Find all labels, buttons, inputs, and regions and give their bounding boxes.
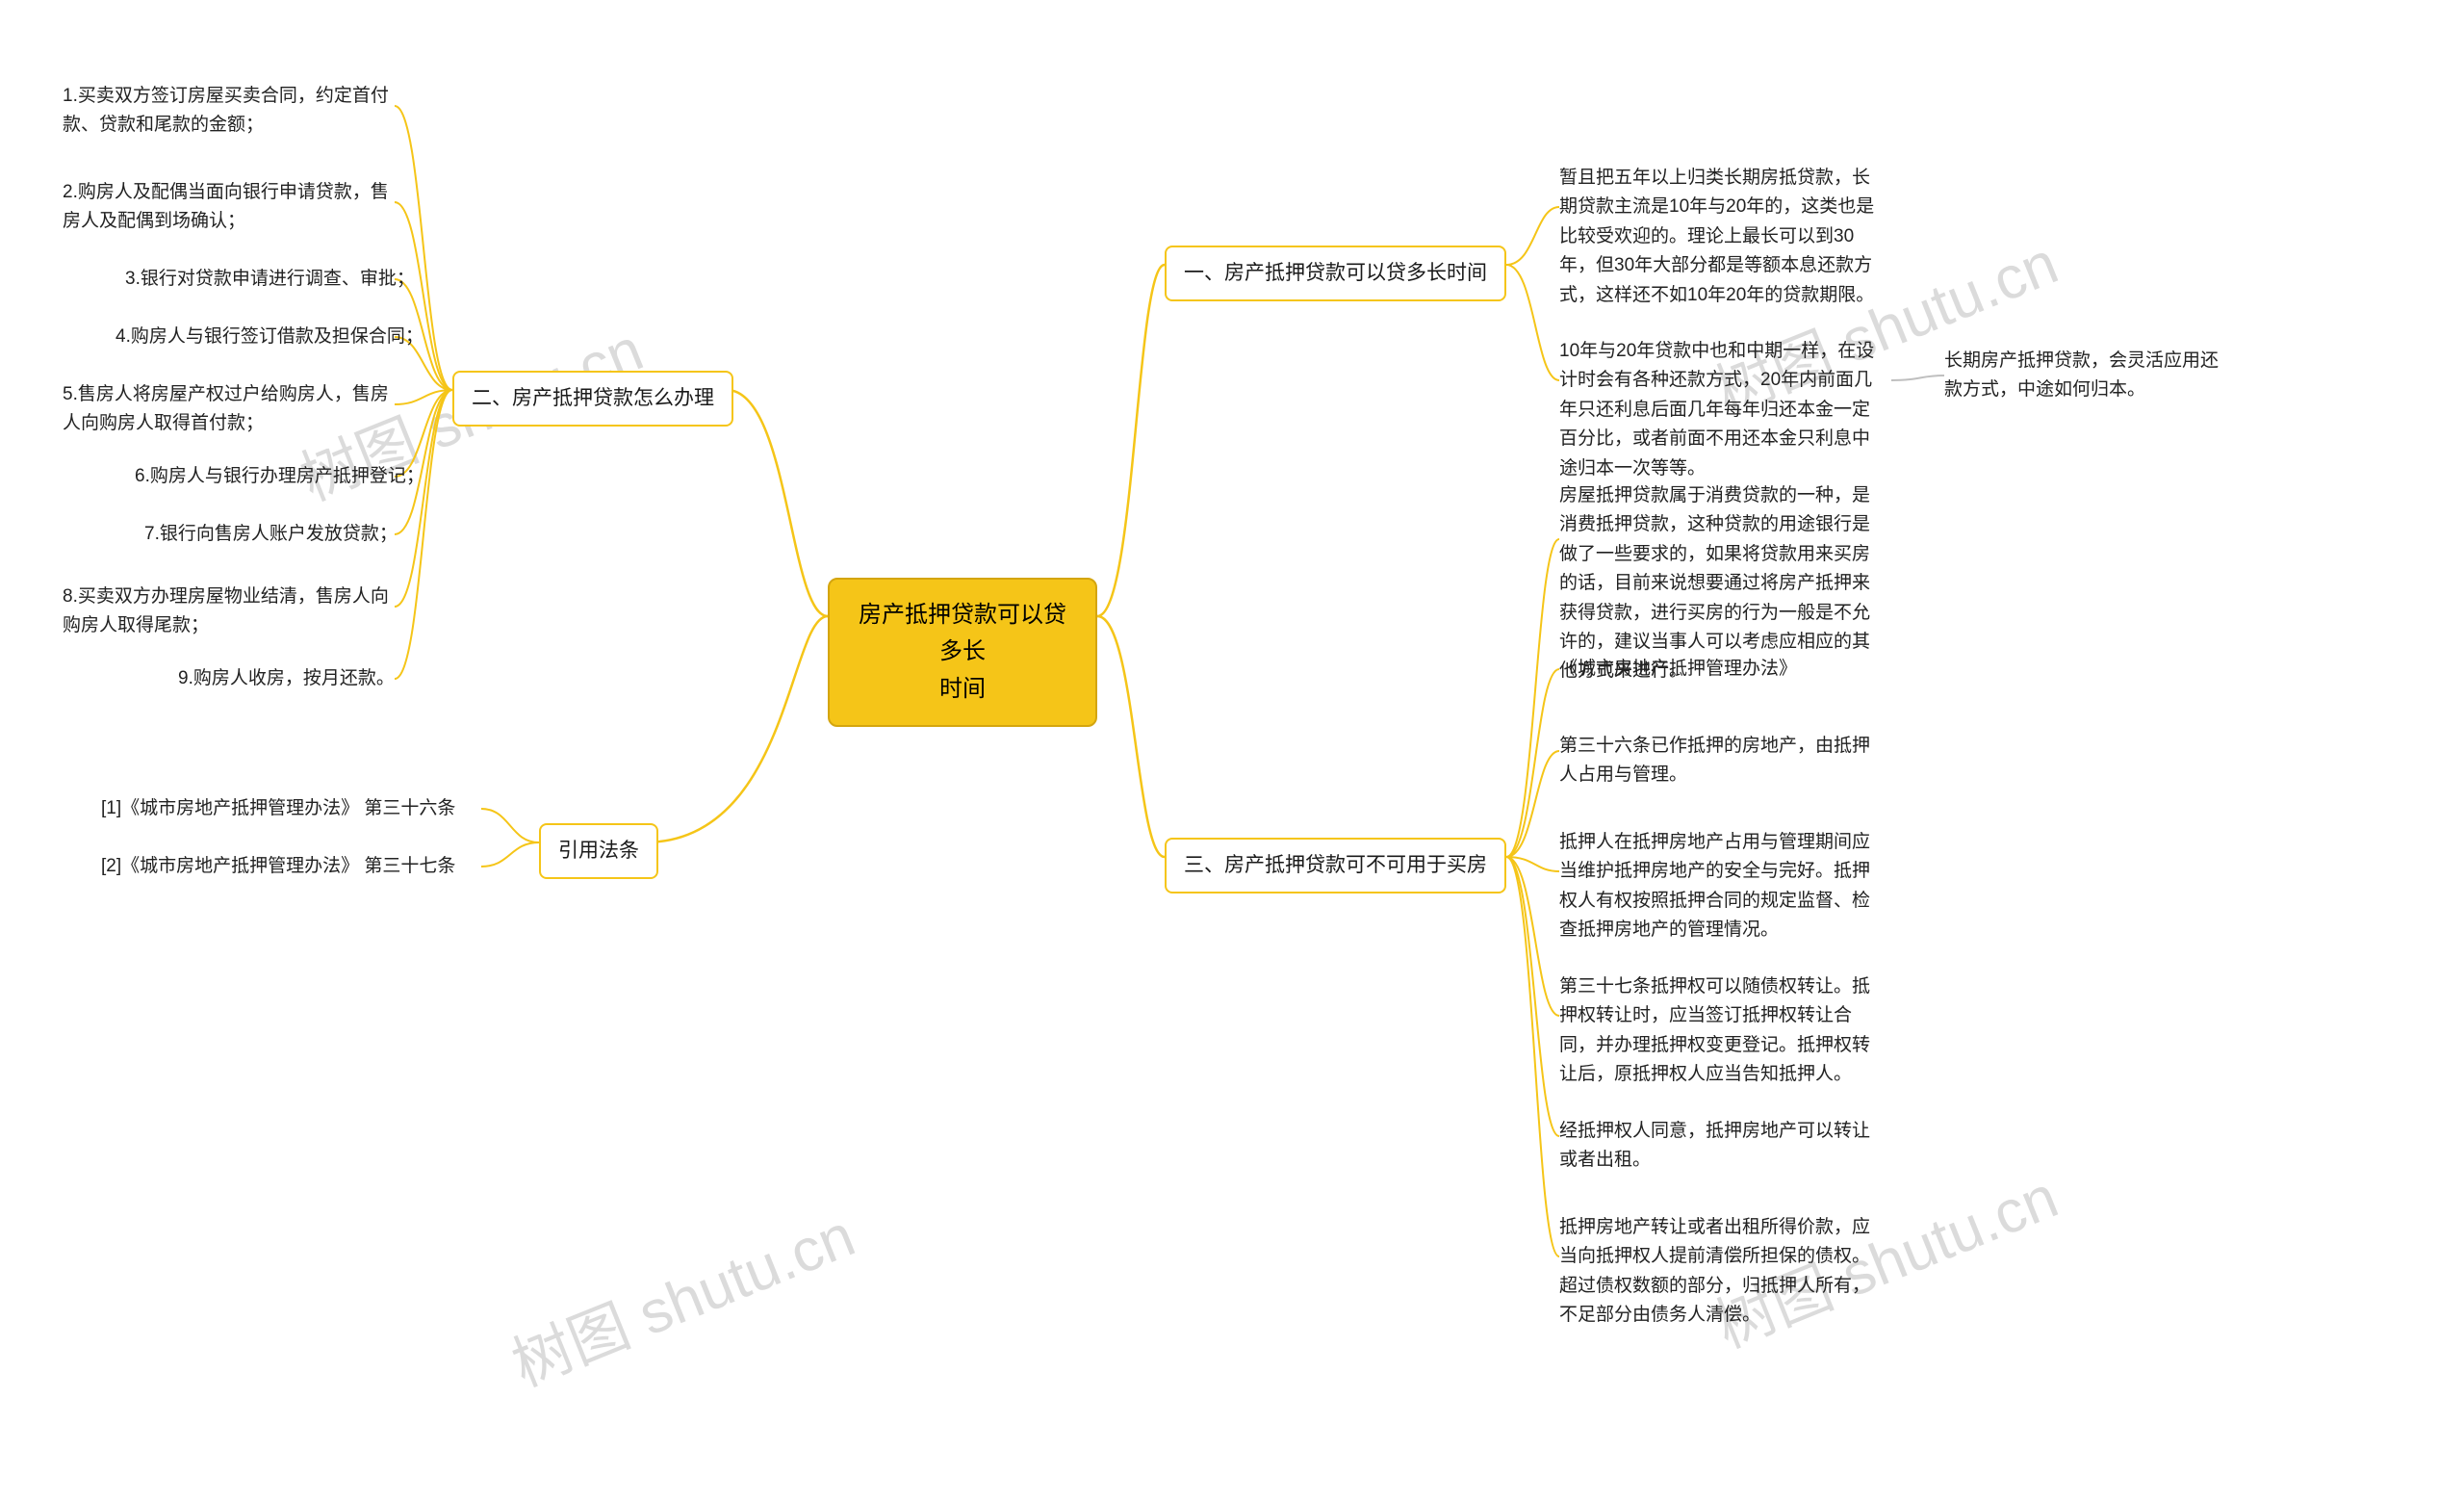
b2-child-8: 9.购房人收房，按月还款。 bbox=[178, 664, 395, 693]
b2-child-6: 7.银行向售房人账户发放贷款； bbox=[144, 520, 398, 549]
b2-child-1: 2.购房人及配偶当面向银行申请贷款，售房人及配偶到场确认； bbox=[63, 178, 390, 237]
b3-child-5: 经抵押权人同意，抵押房地产可以转让或者出租。 bbox=[1559, 1117, 1886, 1176]
b2-child-7: 8.买卖双方办理房屋物业结清，售房人向购房人取得尾款； bbox=[63, 583, 390, 641]
b3-child-4: 第三十七条抵押权可以随债权转让。抵押权转让时，应当签订抵押权转让合同，并办理抵押… bbox=[1559, 972, 1886, 1090]
branch-label: 三、房产抵押贷款可不可用于买房 bbox=[1184, 854, 1487, 876]
b4-child-1: [2]《城市房地产抵押管理办法》 第三十七条 bbox=[101, 852, 455, 881]
b3-child-2: 第三十六条已作抵押的房地产，由抵押人占用与管理。 bbox=[1559, 732, 1886, 790]
b2-child-2: 3.银行对贷款申请进行调查、审批； bbox=[125, 265, 415, 294]
b1-grandchild: 长期房产抵押贷款，会灵活应用还款方式，中途如何归本。 bbox=[1944, 347, 2233, 405]
branch-b3[interactable]: 三、房产抵押贷款可不可用于买房 bbox=[1165, 838, 1506, 893]
b3-child-1: 《城市房地产抵押管理办法》 bbox=[1559, 655, 1797, 684]
branch-b1[interactable]: 一、房产抵押贷款可以贷多长时间 bbox=[1165, 246, 1506, 301]
b2-child-5: 6.购房人与银行办理房产抵押登记； bbox=[135, 462, 424, 491]
root-label: 房产抵押贷款可以贷多长时间 bbox=[859, 602, 1066, 702]
watermark: 树图 shutu.cn bbox=[498, 1187, 865, 1403]
branch-b4[interactable]: 引用法条 bbox=[539, 823, 658, 879]
branch-label: 一、房产抵押贷款可以贷多长时间 bbox=[1184, 262, 1487, 284]
b2-child-4: 5.售房人将房屋产权过户给购房人，售房人向购房人取得首付款； bbox=[63, 380, 390, 439]
branch-b2[interactable]: 二、房产抵押贷款怎么办理 bbox=[452, 371, 733, 427]
b2-child-0: 1.买卖双方签订房屋买卖合同，约定首付款、贷款和尾款的金额； bbox=[63, 82, 390, 141]
branch-label: 二、房产抵押贷款怎么办理 bbox=[472, 387, 714, 409]
b3-child-6: 抵押房地产转让或者出租所得价款，应当向抵押权人提前清偿所担保的债权。超过债权数额… bbox=[1559, 1213, 1886, 1331]
b3-child-3: 抵押人在抵押房地产占用与管理期间应当维护抵押房地产的安全与完好。抵押权人有权按照… bbox=[1559, 828, 1886, 945]
b1-child-0: 暂且把五年以上归类长期房抵贷款，长期贷款主流是10年与20年的，这类也是比较受欢… bbox=[1559, 164, 1886, 310]
b2-child-3: 4.购房人与银行签订借款及担保合同； bbox=[116, 323, 424, 351]
b4-child-0: [1]《城市房地产抵押管理办法》 第三十六条 bbox=[101, 794, 455, 823]
b1-child-1: 10年与20年贷款中也和中期一样，在设计时会有各种还款方式，20年内前面几年只还… bbox=[1559, 337, 1886, 483]
branch-label: 引用法条 bbox=[558, 840, 639, 862]
root-node[interactable]: 房产抵押贷款可以贷多长时间 bbox=[828, 578, 1097, 727]
